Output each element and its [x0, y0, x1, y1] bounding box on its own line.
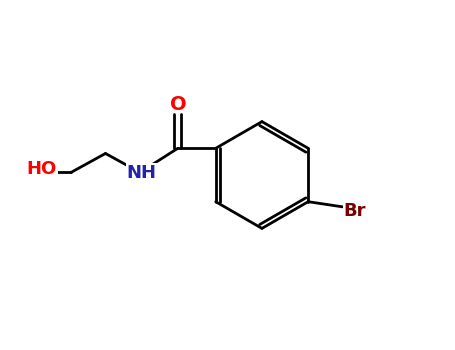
- Text: Br: Br: [344, 202, 366, 220]
- Text: O: O: [170, 95, 186, 114]
- Text: NH: NH: [126, 164, 157, 182]
- Text: HO: HO: [27, 160, 57, 178]
